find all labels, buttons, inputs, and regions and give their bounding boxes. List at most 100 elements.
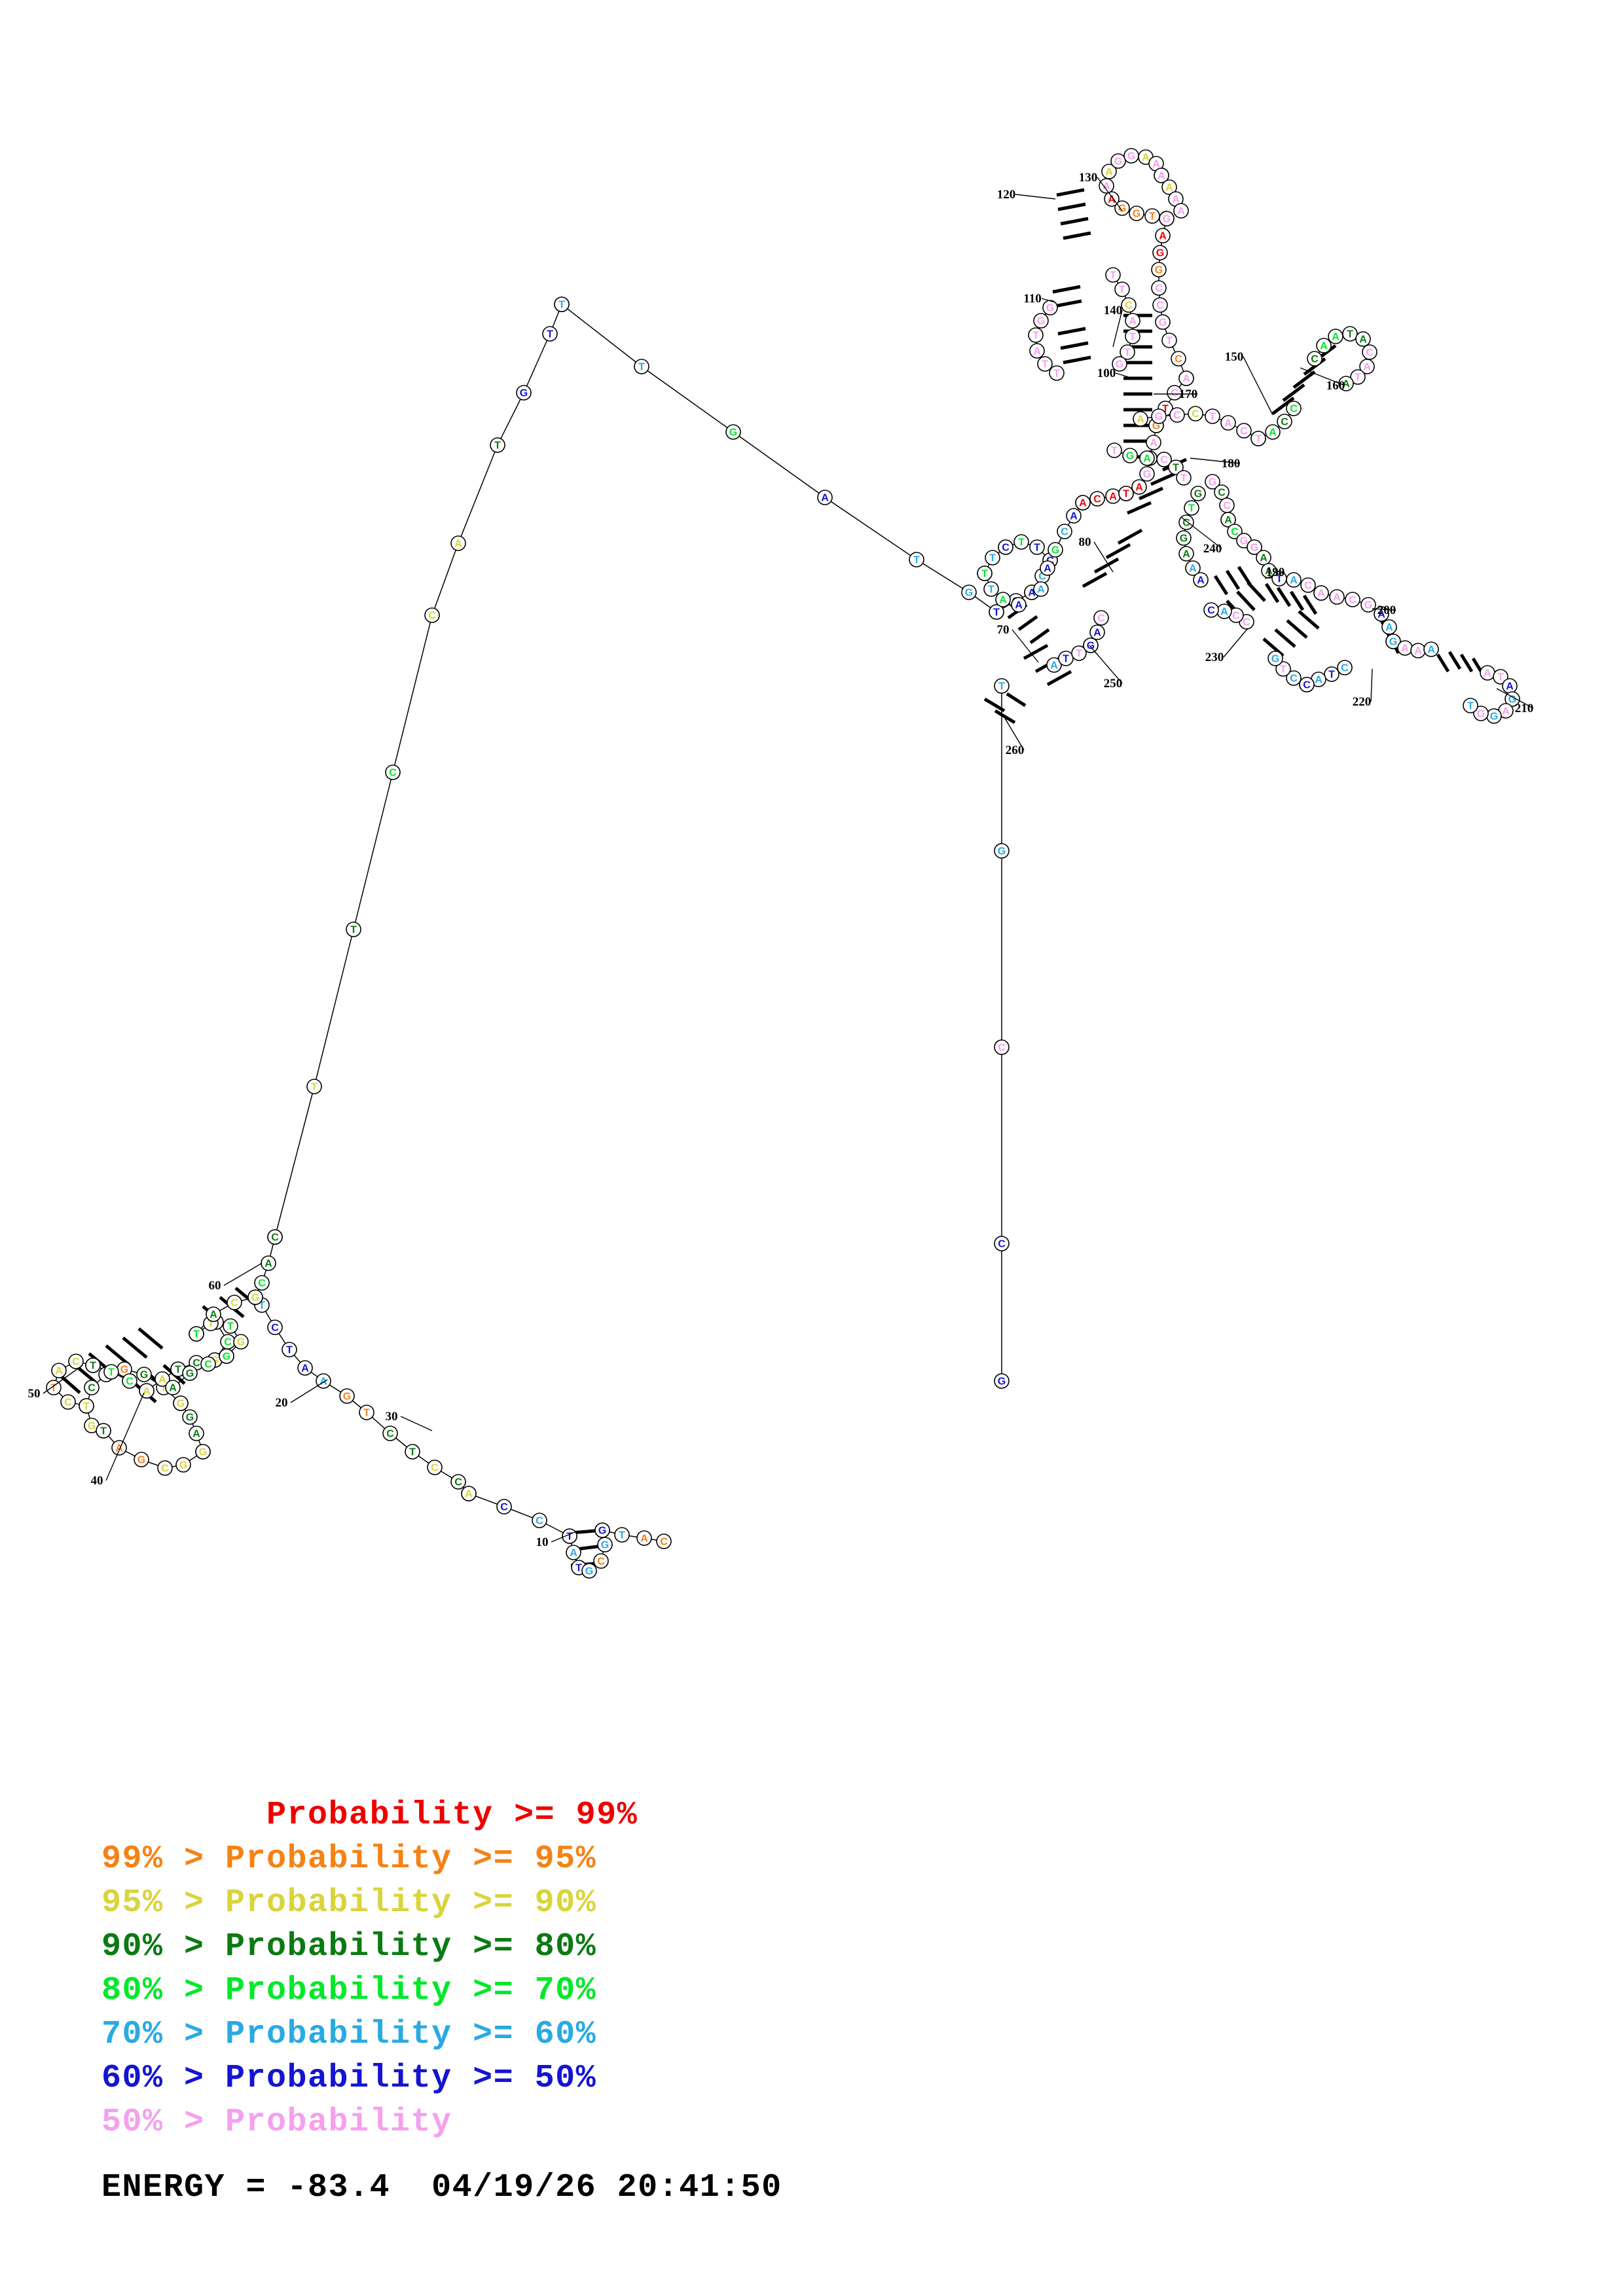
nucleotide-base: C (267, 1229, 283, 1245)
base-letter: C (1093, 494, 1101, 505)
base-circle (1385, 634, 1401, 649)
nucleotide-base: C (1286, 401, 1302, 416)
base-letter: T (1166, 336, 1173, 347)
nucleotide-base: C (68, 1354, 84, 1369)
base-circle (1071, 645, 1087, 661)
base-circle (989, 604, 1004, 620)
nucleotide-base: A (1146, 435, 1161, 450)
base-circle (994, 678, 1010, 694)
base-letter: A (1224, 418, 1232, 429)
nucleotide-base: C (1188, 406, 1203, 422)
nucleotide-base: T (1071, 645, 1087, 661)
nucleotide-base: A (1261, 563, 1277, 579)
nucleotide-base: C (1236, 423, 1252, 439)
base-letter: A (1159, 231, 1167, 242)
nucleotide-base: A (461, 1486, 477, 1501)
nucleotide-base: T (1037, 356, 1053, 372)
nucleotide-base: T (1184, 500, 1199, 516)
base-letter: A (1502, 706, 1510, 717)
base-circle (1125, 313, 1140, 329)
base-circle (1374, 606, 1389, 622)
base-letter: A (1152, 159, 1160, 170)
base-circle (1037, 356, 1053, 372)
base-circle (1093, 610, 1109, 626)
nucleotide-base: A (1220, 415, 1236, 431)
base-letter: A (1105, 167, 1113, 178)
position-number-170: 170 (1179, 387, 1198, 401)
base-letter: G (1209, 477, 1216, 488)
base-letter: A (1129, 316, 1137, 327)
base-circle (1205, 408, 1220, 424)
base-circle (450, 535, 466, 551)
base-letter: C (1303, 680, 1311, 691)
base-letter: C (1281, 417, 1288, 428)
base-circle (1423, 641, 1439, 657)
base-circle (223, 1318, 238, 1334)
base-circle (46, 1380, 62, 1395)
base-circle (1286, 670, 1302, 686)
base-letter: G (1194, 489, 1202, 500)
base-letter: G (1250, 543, 1258, 554)
base-letter: T (1280, 664, 1286, 675)
nucleotide-base: C (424, 607, 440, 623)
base-letter: A (1197, 575, 1205, 586)
base-circle (1151, 262, 1167, 278)
base-letter: C (192, 1358, 200, 1369)
base-letter: G (251, 1293, 259, 1304)
base-letter: T (1034, 543, 1040, 554)
position-number-190: 190 (1266, 565, 1285, 579)
position-number-70: 70 (997, 623, 1010, 637)
base-letter: A (1220, 607, 1228, 618)
base-letter: A (1189, 564, 1197, 575)
nucleotide-base: G (1122, 448, 1138, 463)
nucleotide-base: A (1220, 512, 1236, 528)
base-letter: G (140, 1370, 148, 1381)
base-circle (1168, 459, 1184, 475)
base-circle (359, 1405, 374, 1420)
nucleotide-base: G (1190, 486, 1206, 501)
nucleotide-base: T (977, 565, 993, 581)
nucleotide-base: G (84, 1418, 100, 1433)
nucleotide-base: A (1040, 560, 1055, 576)
base-letter: G (88, 1421, 96, 1432)
base-letter: C (1207, 605, 1215, 617)
base-circle (1029, 343, 1045, 359)
position-number-180: 180 (1222, 457, 1241, 471)
nucleotide-base: A (1480, 665, 1495, 681)
base-circle (1120, 344, 1135, 360)
nucleotide-base: A (1256, 550, 1271, 565)
base-circle (1089, 491, 1105, 507)
nucleotide-base: A (1099, 178, 1114, 194)
base-letter: C (72, 1357, 80, 1368)
nucleotide-base: T (614, 1527, 630, 1543)
nucleotide-base: T (1013, 534, 1029, 550)
base-letter: A (55, 1366, 63, 1377)
base-circle (1236, 423, 1252, 439)
nucleotide-base: A (566, 1545, 581, 1560)
base-letter: A (1172, 194, 1180, 206)
number-leader-line (1004, 717, 1025, 751)
legend-row-50: 60% > Probability >= 50% (101, 2060, 597, 2097)
position-number-10: 10 (536, 1535, 549, 1549)
base-letter: C (1155, 283, 1163, 295)
nucleotide-base: C (1345, 592, 1360, 607)
base-letter: T (160, 1383, 167, 1394)
base-letter: T (1355, 372, 1361, 384)
nucleotide-base: C (220, 1334, 236, 1350)
base-letter: T (1129, 332, 1136, 343)
base-circle (994, 843, 1010, 859)
base-letter: G (1490, 711, 1498, 723)
base-circle (1176, 530, 1192, 546)
nucleotide-base: C (1337, 660, 1353, 675)
nucleotide-base: A (1066, 508, 1082, 524)
base-circle (1250, 431, 1266, 446)
base-letter: A (169, 1383, 177, 1394)
number-leader-line (1093, 541, 1114, 573)
nucleotide-base: T (909, 552, 924, 567)
nucleotide-base: G (1159, 211, 1175, 226)
base-circle (1114, 200, 1130, 216)
nucleotide-base: C (1300, 577, 1316, 593)
base-letter: G (179, 1460, 187, 1471)
base-circle (1104, 191, 1120, 207)
nucleotide-base: C (60, 1394, 76, 1410)
